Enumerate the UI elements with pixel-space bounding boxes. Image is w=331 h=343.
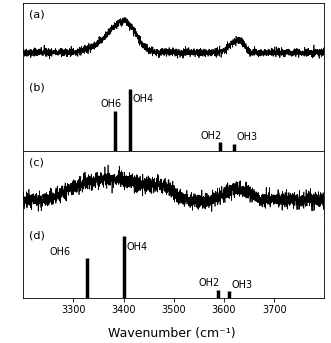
Text: OH3: OH3 — [237, 132, 258, 142]
Text: Wavenumber (cm⁻¹): Wavenumber (cm⁻¹) — [108, 327, 236, 340]
Text: OH2: OH2 — [199, 279, 220, 288]
Text: OH2: OH2 — [201, 131, 222, 141]
Text: OH6: OH6 — [101, 99, 122, 109]
Text: (a): (a) — [29, 10, 45, 20]
Text: (c): (c) — [29, 157, 44, 167]
Text: OH4: OH4 — [126, 241, 147, 251]
Text: (b): (b) — [29, 83, 45, 93]
Text: OH6: OH6 — [50, 247, 71, 257]
Text: OH3: OH3 — [231, 280, 253, 290]
Text: (d): (d) — [29, 230, 45, 240]
Text: OH4: OH4 — [133, 94, 154, 104]
